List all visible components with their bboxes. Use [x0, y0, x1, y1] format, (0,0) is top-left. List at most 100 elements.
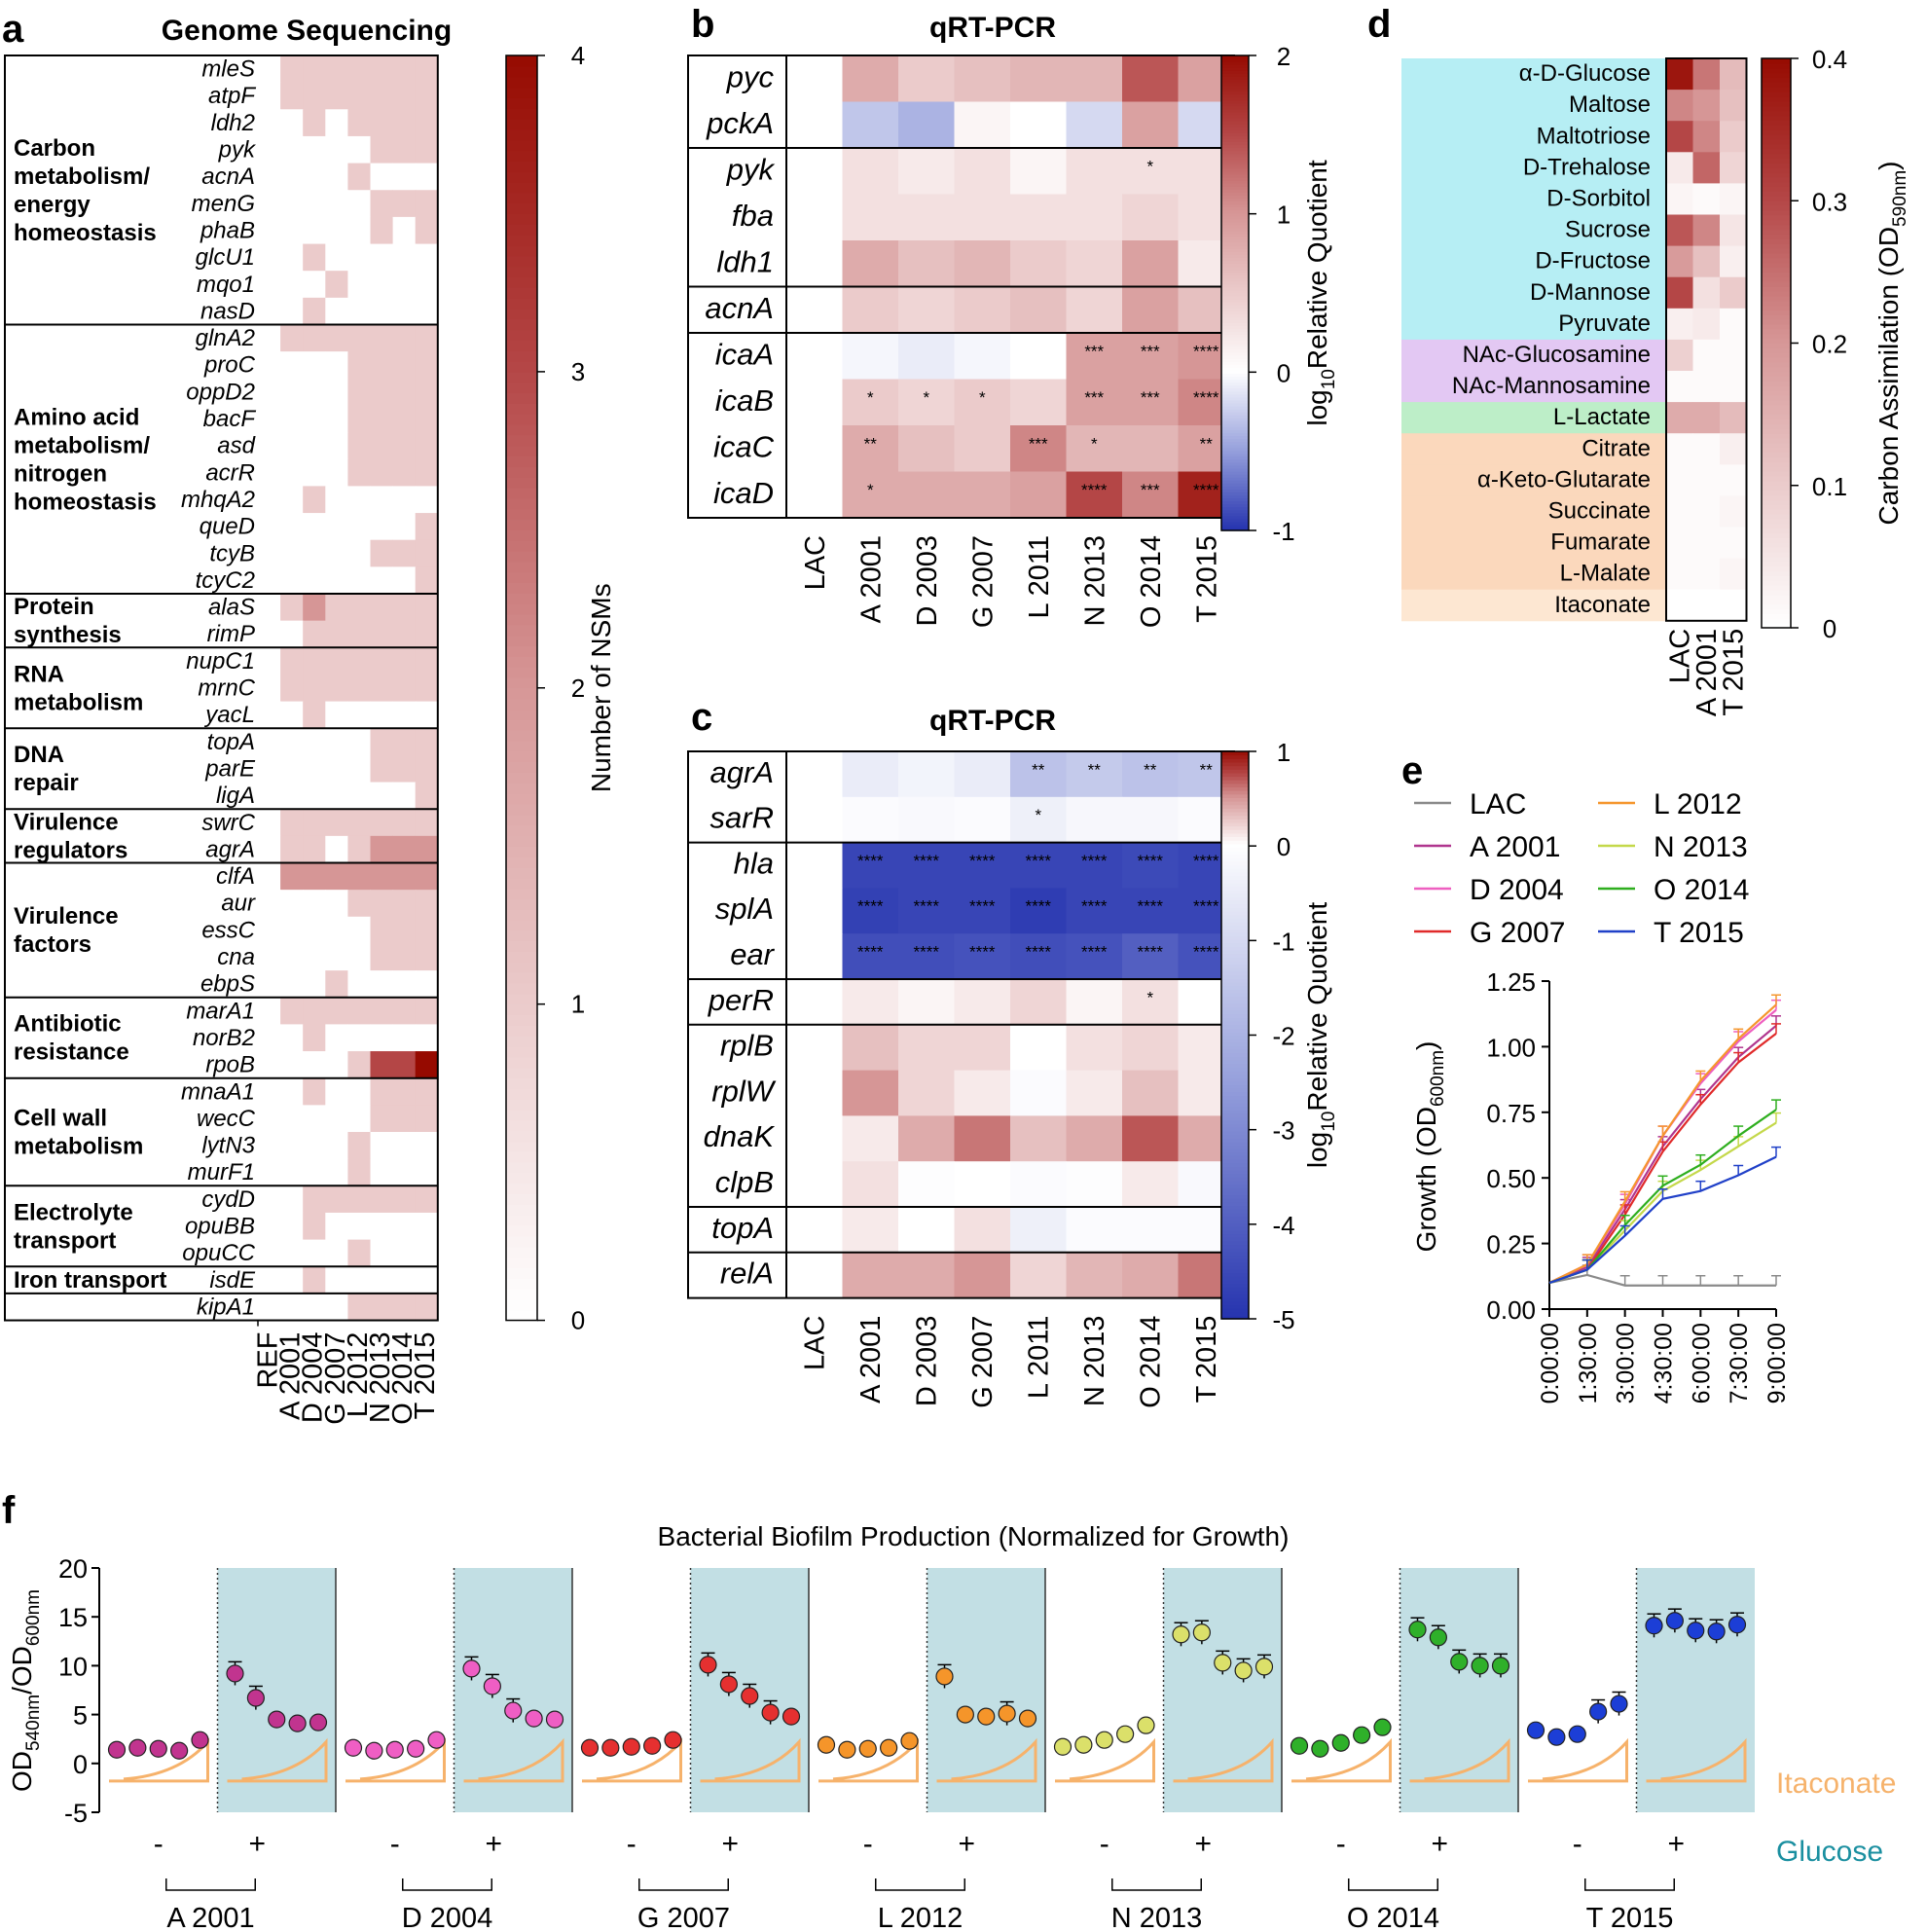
heatmap-cell [392, 405, 417, 433]
panel-d-colorbar-step [1762, 286, 1791, 292]
panel-b-colorbar-step [1221, 254, 1249, 258]
colorbar-tick-label: 2 [571, 674, 585, 703]
heatmap-cell [1122, 1207, 1179, 1254]
column-label: T 2015 [1191, 535, 1222, 623]
heatmap-cell [303, 997, 326, 1025]
biofilm-point-minus [128, 1738, 147, 1757]
heatmap-cell [1720, 433, 1747, 465]
biofilm-point-plus [545, 1710, 564, 1729]
heatmap-cell [1666, 121, 1693, 153]
panel-d-colorbar-step [1762, 262, 1791, 269]
panel-d-colorbar-step [1762, 205, 1791, 211]
heatmap-cell [1122, 1024, 1179, 1072]
glucose-shade [217, 1568, 336, 1812]
biofilm-point-plus [741, 1687, 759, 1705]
panel-c-colorbar-step [1221, 769, 1249, 774]
gene-label: dnaK [704, 1119, 776, 1153]
heatmap-cell [347, 135, 371, 164]
panel-c-colorbar-step [1221, 1049, 1249, 1054]
panel-d-colorbar-step [1762, 238, 1791, 244]
heatmap-cell [1122, 888, 1179, 934]
heatmap-cell [325, 163, 348, 191]
panel-d-colorbar-step [1762, 295, 1791, 302]
panel-c-colorbar-step [1221, 1276, 1249, 1281]
panel-a-colorbar-step [506, 656, 537, 668]
heatmap-cell [1122, 1252, 1179, 1299]
panel-b-colorbar-step [1221, 492, 1249, 495]
panel-c-colorbar-step [1221, 772, 1249, 778]
heatmap-cell [347, 1105, 371, 1133]
heatmap-cell [280, 782, 304, 810]
heatmap-cell [258, 539, 281, 567]
biofilm-point-plus [1727, 1616, 1747, 1634]
heatmap-cell [347, 1024, 371, 1052]
panel-d-colorbar-step [1762, 461, 1791, 467]
heatmap-cell [786, 933, 843, 980]
biofilm-point-minus [407, 1739, 425, 1758]
biofilm-point-minus [1610, 1695, 1628, 1713]
panel-c-colorbar-step [1221, 907, 1249, 912]
colorbar-tick-label: 1 [571, 990, 585, 1019]
heatmap-cell [898, 286, 955, 334]
x-tick-label: 6:00:00 [1688, 1323, 1715, 1403]
panel-a-colorbar-step [506, 139, 537, 152]
panel-c-colorbar-step [1221, 1041, 1249, 1047]
significance-marker: **** [1138, 943, 1164, 962]
heatmap-cell [392, 82, 417, 110]
panel-c-colorbar-step [1221, 1272, 1249, 1277]
biofilm-point-minus [365, 1741, 383, 1760]
gene-label: menG [192, 191, 255, 217]
heatmap-cell [347, 701, 371, 729]
gene-label: ligA [216, 783, 255, 809]
panel-c-colorbar-step [1221, 1074, 1249, 1078]
biofilm-point-minus [1353, 1726, 1371, 1744]
heatmap-cell [392, 1212, 417, 1241]
heatmap-cell [370, 82, 394, 110]
panel-a-colorbar-step [506, 192, 537, 204]
heatmap-cell [258, 109, 281, 137]
row-group-band [1401, 371, 1666, 403]
heatmap-cell [786, 1252, 843, 1299]
panel-b-colorbar-step [1221, 147, 1249, 152]
panel-d-colorbar-step [1762, 456, 1791, 462]
biofilm-point-plus [1408, 1621, 1427, 1639]
panel-d-colorbar-step [1762, 514, 1791, 520]
glucose-minus-label: - [1100, 1828, 1109, 1860]
row-group-band [1401, 464, 1666, 496]
panel-b-colorbar-step [1221, 450, 1249, 455]
heatmap-cell [842, 194, 899, 241]
panel-a-colorbar-step [506, 1141, 537, 1152]
panel-c-colorbar-step [1221, 1169, 1249, 1175]
heatmap-cell [1122, 1161, 1179, 1208]
heatmap-cell [786, 55, 843, 102]
column-label: O 2014 [1136, 535, 1167, 628]
panel-d-colorbar-step [1762, 414, 1791, 420]
panel-b-colorbar-step [1221, 477, 1249, 481]
y-tick-label: 1.25 [1486, 967, 1536, 997]
panel-b-colorbar-step [1221, 129, 1249, 133]
heatmap-cell [954, 101, 1011, 149]
panel-d-colorbar-step [1762, 381, 1791, 386]
significance-marker: ** [1088, 760, 1102, 779]
panel-b-colorbar-step [1221, 515, 1249, 520]
biofilm-point-plus [1665, 1612, 1684, 1630]
panel-d-colorbar-step [1762, 248, 1791, 254]
row-group-band [1401, 245, 1666, 278]
heatmap-cell [1692, 152, 1721, 184]
heatmap-cell [1666, 527, 1693, 560]
heatmap-cell [415, 297, 439, 325]
heatmap-cell [392, 862, 417, 891]
heatmap-cell [954, 471, 1011, 519]
column-label: O 2014 [1136, 1316, 1167, 1408]
panel-c-colorbar-step [1221, 1112, 1249, 1117]
heatmap-cell [1692, 589, 1721, 622]
heatmap-cell [415, 647, 439, 675]
panel-b-colorbar-step [1221, 70, 1249, 74]
column-label: L 2011 [1024, 535, 1055, 618]
glucose-shade [454, 1568, 572, 1812]
panel-c-colorbar-step [1221, 1308, 1249, 1313]
heatmap-cell [347, 243, 371, 272]
panel-b-colorbar-step [1221, 328, 1249, 333]
heatmap-cell [1720, 183, 1747, 215]
column-label: A 2001 [1691, 629, 1723, 716]
